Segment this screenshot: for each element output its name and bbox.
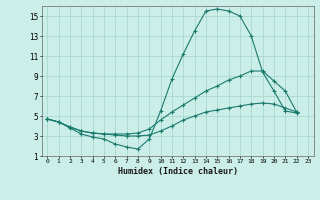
X-axis label: Humidex (Indice chaleur): Humidex (Indice chaleur) — [118, 167, 237, 176]
